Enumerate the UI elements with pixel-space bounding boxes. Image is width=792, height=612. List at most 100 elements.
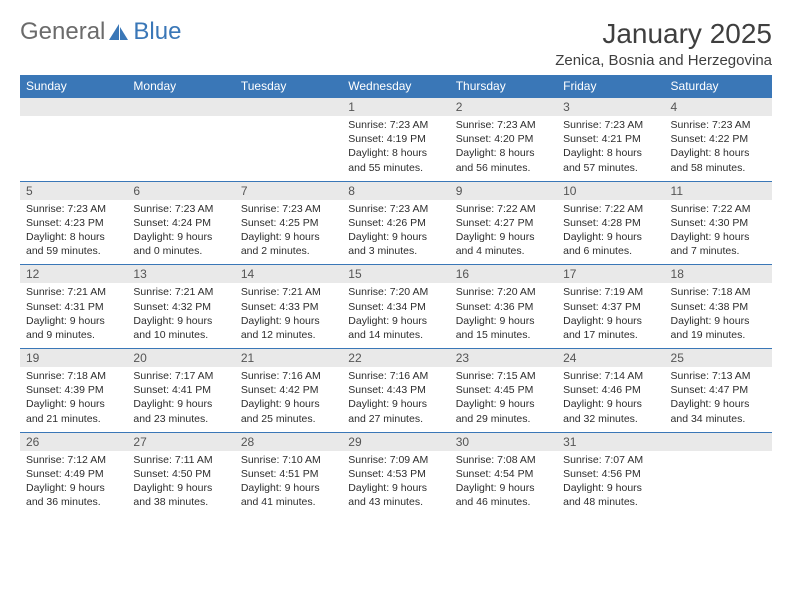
day-number: 1: [342, 98, 449, 116]
info-line: Sunset: 4:42 PM: [241, 383, 336, 397]
info-line: Sunset: 4:32 PM: [133, 300, 228, 314]
info-line: Sunrise: 7:21 AM: [133, 285, 228, 299]
week-row: 1 Sunrise: 7:23 AM Sunset: 4:19 PMDaylight…: [20, 98, 772, 182]
info-line: Daylight: 8 hours and 55 minutes.: [348, 146, 443, 174]
day-number: 7: [235, 182, 342, 200]
info-line: Sunrise: 7:23 AM: [671, 118, 766, 132]
day-cell: 4Sunrise: 7:23 AMSunset: 4:22 PMDaylight…: [665, 98, 772, 182]
info-line: Sunrise: 7:07 AM: [563, 453, 658, 467]
day-cell: 24Sunrise: 7:14 AMSunset: 4:46 PMDayligh…: [557, 349, 664, 433]
info-line: Sunrise: 7:12 AM: [26, 453, 121, 467]
day-info: Sunrise: 7:16 AMSunset: 4:43 PMDaylight:…: [342, 367, 449, 432]
info-line: Daylight: 9 hours and 2 minutes.: [241, 230, 336, 258]
day-header: Saturday: [665, 75, 772, 98]
day-cell: 26Sunrise: 7:12 AMSunset: 4:49 PMDayligh…: [20, 432, 127, 515]
calendar-table: Sunday Monday Tuesday Wednesday Thursday…: [20, 75, 772, 515]
info-line: Sunrise: 7:22 AM: [563, 202, 658, 216]
info-line: Sunset: 4:54 PM: [456, 467, 551, 481]
info-line: Sunset: 4:21 PM: [563, 132, 658, 146]
day-number: 18: [665, 265, 772, 283]
day-number: 28: [235, 433, 342, 451]
info-line: Daylight: 9 hours and 7 minutes.: [671, 230, 766, 258]
info-line: Sunrise: 7:10 AM: [241, 453, 336, 467]
location: Zenica, Bosnia and Herzegovina: [555, 52, 772, 69]
info-line: Daylight: 9 hours and 10 minutes.: [133, 314, 228, 342]
day-number: 30: [450, 433, 557, 451]
info-line: Sunrise: 7:20 AM: [456, 285, 551, 299]
day-number: 16: [450, 265, 557, 283]
day-info: Sunrise: 7:18 AMSunset: 4:39 PMDaylight:…: [20, 367, 127, 432]
day-number: 2: [450, 98, 557, 116]
day-info: Sunrise: 7:22 AMSunset: 4:27 PMDaylight:…: [450, 200, 557, 265]
day-number: [235, 98, 342, 116]
day-info: Sunrise: 7:23 AMSunset: 4:20 PMDaylight:…: [450, 116, 557, 181]
info-line: Daylight: 9 hours and 21 minutes.: [26, 397, 121, 425]
info-line: Daylight: 9 hours and 15 minutes.: [456, 314, 551, 342]
day-number: 24: [557, 349, 664, 367]
day-number: 25: [665, 349, 772, 367]
day-cell: 13 Sunrise: 7:21 AMSunset: 4:32 PMDayligh…: [127, 265, 234, 349]
day-number: 17: [557, 265, 664, 283]
info-line: Sunset: 4:47 PM: [671, 383, 766, 397]
day-number: 19: [20, 349, 127, 367]
day-number: 23: [450, 349, 557, 367]
info-line: Sunrise: 7:17 AM: [133, 369, 228, 383]
month-title: January 2025: [555, 18, 772, 50]
info-line: Sunrise: 7:08 AM: [456, 453, 551, 467]
day-cell: 22Sunrise: 7:16 AMSunset: 4:43 PMDayligh…: [342, 349, 449, 433]
info-line: Sunset: 4:19 PM: [348, 132, 443, 146]
day-info: Sunrise: 7:17 AMSunset: 4:41 PMDaylight:…: [127, 367, 234, 432]
info-line: Sunrise: 7:15 AM: [456, 369, 551, 383]
info-line: Daylight: 9 hours and 27 minutes.: [348, 397, 443, 425]
day-info: Sunrise: 7:09 AMSunset: 4:53 PMDaylight:…: [342, 451, 449, 516]
info-line: Sunset: 4:33 PM: [241, 300, 336, 314]
info-line: Sunrise: 7:23 AM: [133, 202, 228, 216]
page: General Blue January 2025 Zenica, Bosnia…: [0, 0, 792, 515]
info-line: Sunset: 4:24 PM: [133, 216, 228, 230]
info-line: Sunrise: 7:23 AM: [26, 202, 121, 216]
info-line: Daylight: 8 hours and 59 minutes.: [26, 230, 121, 258]
day-cell: 16Sunrise: 7:20 AMSunset: 4:36 PMDayligh…: [450, 265, 557, 349]
day-info: Sunrise: 7:20 AMSunset: 4:34 PMDaylight:…: [342, 283, 449, 348]
info-line: Sunset: 4:51 PM: [241, 467, 336, 481]
day-cell: 29Sunrise: 7:09 AMSunset: 4:53 PMDayligh…: [342, 432, 449, 515]
week-row: 26Sunrise: 7:12 AMSunset: 4:49 PMDayligh…: [20, 432, 772, 515]
info-line: Daylight: 9 hours and 34 minutes.: [671, 397, 766, 425]
info-line: Daylight: 9 hours and 23 minutes.: [133, 397, 228, 425]
info-line: Sunset: 4:31 PM: [26, 300, 121, 314]
day-cell: 23Sunrise: 7:15 AMSunset: 4:45 PMDayligh…: [450, 349, 557, 433]
info-line: Sunset: 4:22 PM: [671, 132, 766, 146]
info-line: Sunset: 4:27 PM: [456, 216, 551, 230]
day-header: Thursday: [450, 75, 557, 98]
info-line: Sunrise: 7:14 AM: [563, 369, 658, 383]
sail-icon: [109, 24, 129, 40]
day-number: 15: [342, 265, 449, 283]
info-line: Daylight: 9 hours and 32 minutes.: [563, 397, 658, 425]
day-info: Sunrise: 7:14 AMSunset: 4:46 PMDaylight:…: [557, 367, 664, 432]
day-cell: 31Sunrise: 7:07 AMSunset: 4:56 PMDayligh…: [557, 432, 664, 515]
info-line: Sunrise: 7:16 AM: [241, 369, 336, 383]
day-cell: 7Sunrise: 7:23 AMSunset: 4:25 PMDaylight…: [235, 181, 342, 265]
day-cell: 30Sunrise: 7:08 AMSunset: 4:54 PMDayligh…: [450, 432, 557, 515]
info-line: Daylight: 9 hours and 25 minutes.: [241, 397, 336, 425]
info-line: Daylight: 9 hours and 12 minutes.: [241, 314, 336, 342]
info-line: Daylight: 9 hours and 17 minutes.: [563, 314, 658, 342]
day-number: 4: [665, 98, 772, 116]
day-header-row: Sunday Monday Tuesday Wednesday Thursday…: [20, 75, 772, 98]
logo-text-general: General: [20, 18, 105, 46]
day-cell: [665, 432, 772, 515]
day-info: Sunrise: 7:19 AMSunset: 4:37 PMDaylight:…: [557, 283, 664, 348]
info-line: Sunset: 4:46 PM: [563, 383, 658, 397]
day-cell: [20, 98, 127, 182]
day-cell: 3Sunrise: 7:23 AMSunset: 4:21 PMDaylight…: [557, 98, 664, 182]
day-number: [20, 98, 127, 116]
info-line: Sunset: 4:41 PM: [133, 383, 228, 397]
day-header: Monday: [127, 75, 234, 98]
info-line: Sunrise: 7:23 AM: [348, 202, 443, 216]
day-cell: 9Sunrise: 7:22 AMSunset: 4:27 PMDaylight…: [450, 181, 557, 265]
day-number: 31: [557, 433, 664, 451]
info-line: Sunset: 4:26 PM: [348, 216, 443, 230]
calendar-body: 1Sunrise: 7:23 AMSunset: 4:19 PMDaylight…: [20, 98, 772, 516]
day-number: 13: [127, 265, 234, 283]
info-line: Sunset: 4:45 PM: [456, 383, 551, 397]
